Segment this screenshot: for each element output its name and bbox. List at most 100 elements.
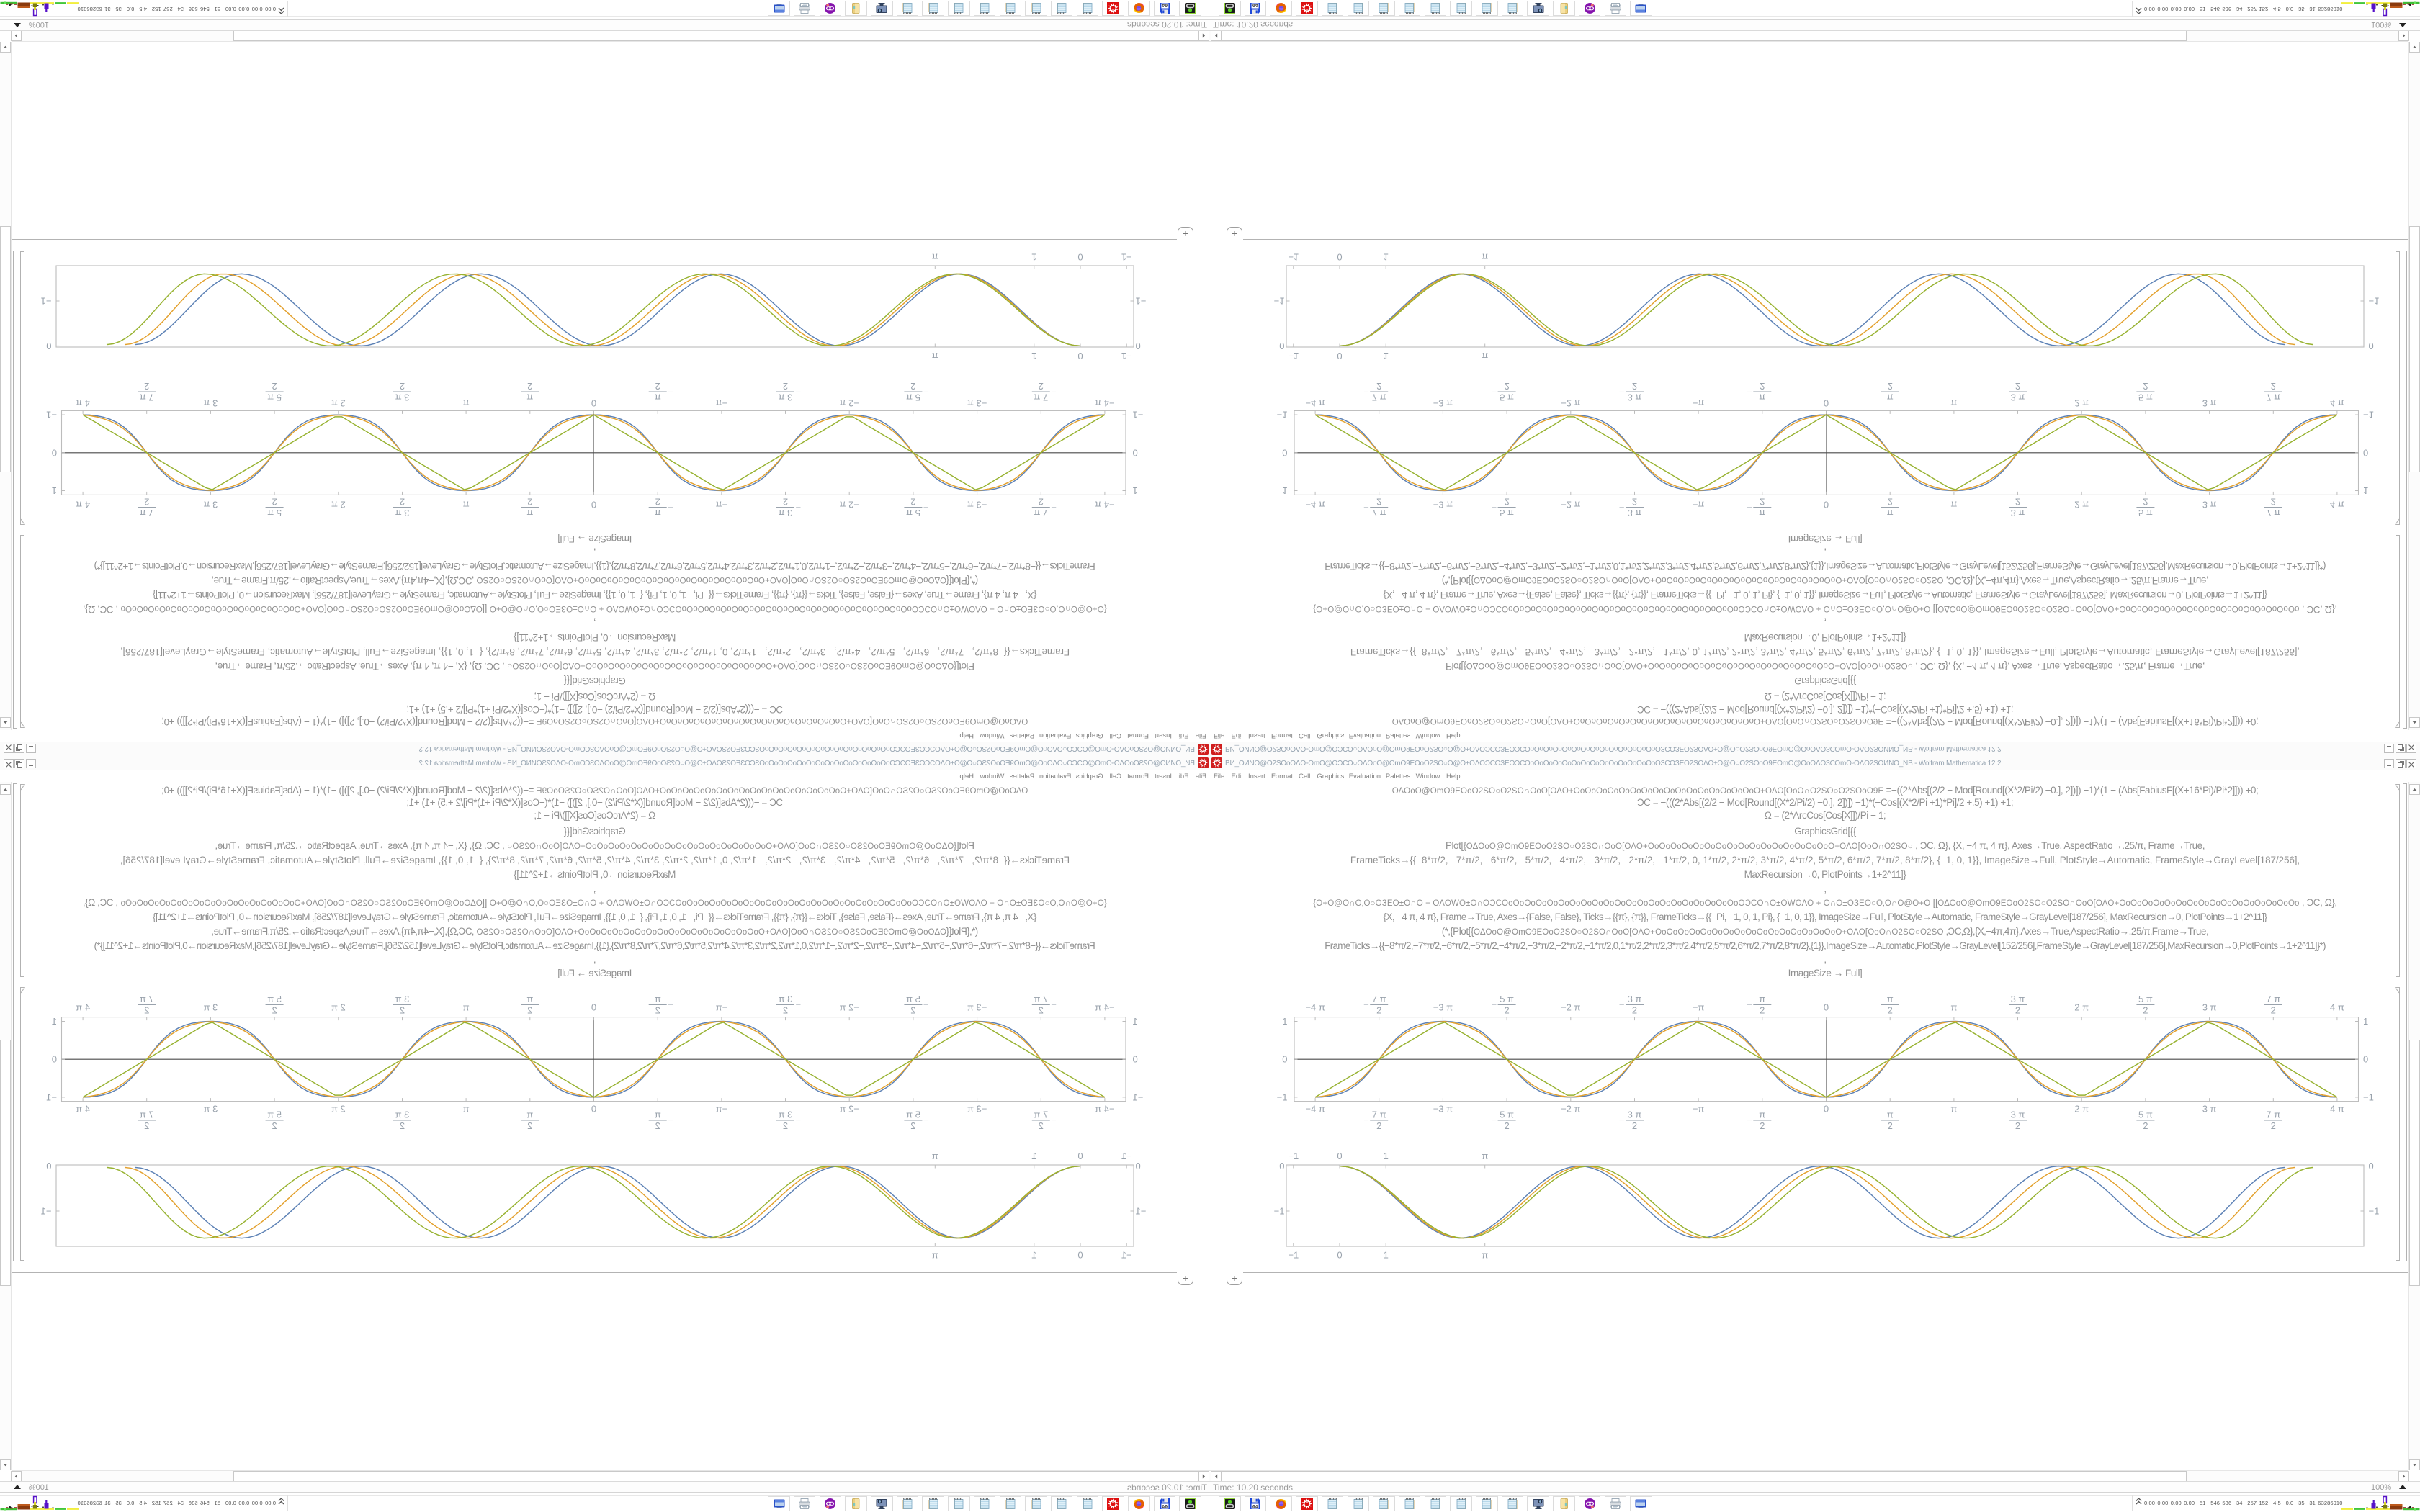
svg-text:−: − <box>923 999 929 1010</box>
svg-text:π: π <box>1482 252 1488 263</box>
svg-text:−: − <box>668 999 673 1010</box>
svg-text:1: 1 <box>52 485 57 496</box>
svg-text:5 π: 5 π <box>267 508 282 518</box>
svg-text:−: − <box>1747 999 1752 1010</box>
svg-text:2: 2 <box>1504 381 1509 392</box>
svg-text:−: − <box>668 387 673 397</box>
svg-text:2 π: 2 π <box>331 398 346 409</box>
svg-text:−: − <box>796 1115 802 1125</box>
svg-text:3 π: 3 π <box>2202 1002 2217 1013</box>
svg-text:2 π: 2 π <box>331 500 346 510</box>
svg-text:−: − <box>668 503 673 513</box>
svg-text:0: 0 <box>2369 1161 2374 1171</box>
svg-text:0: 0 <box>46 341 51 351</box>
svg-text:2: 2 <box>1760 1005 1765 1016</box>
svg-text:2 π: 2 π <box>2074 1104 2089 1115</box>
svg-text:2: 2 <box>2271 1120 2276 1131</box>
svg-text:2: 2 <box>1888 497 1893 508</box>
svg-text:−: − <box>668 1115 673 1125</box>
svg-text:3 π: 3 π <box>2011 994 2025 1004</box>
svg-text:3 π: 3 π <box>779 392 793 403</box>
svg-text:−1: −1 <box>1133 410 1144 420</box>
svg-text:2: 2 <box>144 497 149 508</box>
svg-text:−3 π: −3 π <box>1433 1104 1453 1115</box>
svg-text:π: π <box>526 508 533 518</box>
svg-text:π: π <box>1950 398 1957 409</box>
svg-text:0: 0 <box>1824 1002 1829 1013</box>
svg-text:2 π: 2 π <box>2074 500 2089 510</box>
svg-text:0: 0 <box>591 398 596 409</box>
svg-text:π: π <box>463 398 470 409</box>
svg-text:1: 1 <box>1282 1016 1287 1027</box>
svg-text:2: 2 <box>1760 1120 1765 1131</box>
svg-text:0: 0 <box>1077 252 1083 263</box>
svg-text:3 π: 3 π <box>2011 508 2025 518</box>
svg-text:π: π <box>463 1104 470 1115</box>
svg-text:−1: −1 <box>1274 296 1285 307</box>
svg-text:π: π <box>932 252 938 263</box>
svg-text:5 π: 5 π <box>906 1110 920 1120</box>
svg-text:4 π: 4 π <box>76 398 90 409</box>
svg-text:0: 0 <box>1077 1250 1083 1261</box>
svg-text:π: π <box>655 994 661 1004</box>
svg-text:7 π: 7 π <box>1372 1110 1386 1120</box>
svg-text:0: 0 <box>1337 252 1342 263</box>
svg-text:−2 π: −2 π <box>1561 1002 1580 1013</box>
svg-text:3 π: 3 π <box>1628 1110 1642 1120</box>
svg-text:2: 2 <box>1888 1120 1893 1131</box>
svg-text:−1: −1 <box>1277 410 1288 420</box>
svg-text:2: 2 <box>1039 1120 1044 1131</box>
svg-text:7 π: 7 π <box>140 392 154 403</box>
svg-text:π: π <box>1759 1110 1765 1120</box>
svg-text:2: 2 <box>1632 381 1637 392</box>
svg-text:−: − <box>1051 999 1057 1010</box>
svg-text:3 π: 3 π <box>395 392 410 403</box>
svg-text:0: 0 <box>1279 341 1284 351</box>
svg-text:−: − <box>1747 387 1752 397</box>
svg-text:0: 0 <box>1337 351 1342 361</box>
svg-text:0: 0 <box>2363 1054 2368 1065</box>
svg-text:2: 2 <box>2143 381 2148 392</box>
svg-text:−1: −1 <box>1121 351 1132 361</box>
svg-text:−2 π: −2 π <box>1561 398 1580 409</box>
svg-text:−: − <box>1051 1115 1057 1125</box>
svg-text:2: 2 <box>2271 1005 2276 1016</box>
svg-text:2: 2 <box>1376 497 1381 508</box>
svg-text:2: 2 <box>2015 497 2020 508</box>
svg-text:0: 0 <box>1824 500 1829 510</box>
svg-text:3 π: 3 π <box>779 1110 793 1120</box>
svg-text:0: 0 <box>1282 447 1287 458</box>
svg-text:−1: −1 <box>1136 1206 1147 1217</box>
svg-text:5 π: 5 π <box>267 1110 282 1120</box>
svg-text:−1: −1 <box>46 1092 57 1102</box>
svg-text:2: 2 <box>527 381 532 392</box>
svg-text:π: π <box>655 1110 661 1120</box>
svg-text:3 π: 3 π <box>395 994 410 1004</box>
svg-text:0: 0 <box>1279 1161 1284 1171</box>
svg-text:−: − <box>1747 503 1752 513</box>
svg-text:−1: −1 <box>1288 1151 1299 1161</box>
svg-text:2: 2 <box>655 497 660 508</box>
svg-text:0: 0 <box>1136 1161 1141 1171</box>
svg-text:−3 π: −3 π <box>967 398 987 409</box>
svg-text:3 π: 3 π <box>2202 1104 2217 1115</box>
svg-text:2: 2 <box>655 381 660 392</box>
svg-text:2: 2 <box>2143 1120 2148 1131</box>
svg-text:64: 64 <box>1252 3 1258 8</box>
svg-text:−1: −1 <box>1288 1250 1299 1261</box>
svg-text:2: 2 <box>1376 1120 1381 1131</box>
svg-text:2: 2 <box>272 381 277 392</box>
svg-text:π: π <box>1887 392 1894 403</box>
svg-text:−1: −1 <box>1288 351 1299 361</box>
svg-text:π: π <box>1759 994 1765 1004</box>
svg-text:2: 2 <box>2015 1120 2020 1131</box>
svg-text:7 π: 7 π <box>1034 392 1048 403</box>
svg-text:1: 1 <box>1031 252 1036 263</box>
svg-text:3 π: 3 π <box>203 1104 218 1115</box>
svg-text:0: 0 <box>1824 1104 1829 1115</box>
svg-text:5 π: 5 π <box>906 994 920 1004</box>
svg-text:7 π: 7 π <box>1372 508 1386 518</box>
svg-text:2: 2 <box>655 1120 660 1131</box>
svg-text:7 π: 7 π <box>140 994 154 1004</box>
svg-text:−π: −π <box>716 500 728 510</box>
